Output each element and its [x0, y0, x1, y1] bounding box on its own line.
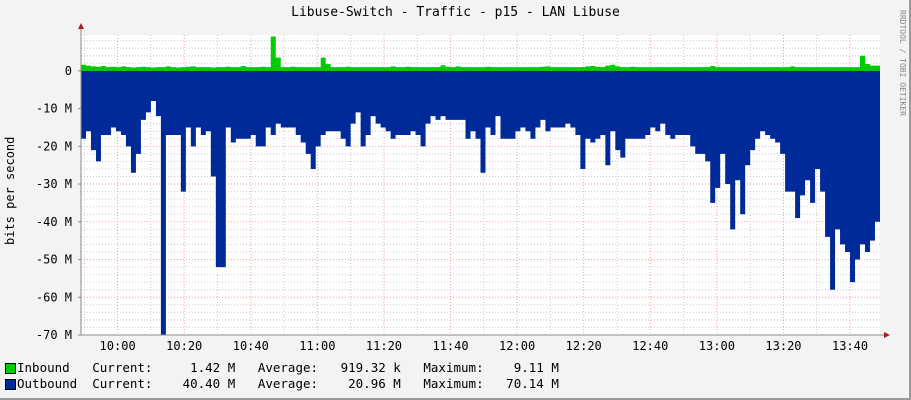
- y-tick-label: -60 M: [36, 290, 72, 304]
- x-tick-label: 11:40: [432, 339, 468, 353]
- x-axis-arrow-icon: [884, 332, 890, 338]
- y-tick-label: -40 M: [36, 215, 72, 229]
- x-tick-label: 13:20: [765, 339, 801, 353]
- y-tick-label: -30 M: [36, 177, 72, 191]
- x-tick-label: 11:20: [366, 339, 402, 353]
- y-axis-arrow-icon: [78, 23, 84, 29]
- outbound-swatch: [5, 379, 16, 390]
- y-tick-label: -10 M: [36, 102, 72, 116]
- legend-outbound: Outbound Current: 40.40 M Average: 20.96…: [5, 376, 559, 391]
- x-tick-label: 12:40: [632, 339, 668, 353]
- x-tick-label: 10:40: [233, 339, 269, 353]
- y-tick-label: -20 M: [36, 139, 72, 153]
- x-tick-label: 13:00: [699, 339, 735, 353]
- legend-outbound-text: Outbound Current: 40.40 M Average: 20.96…: [17, 376, 559, 391]
- y-tick-label: -50 M: [36, 253, 72, 267]
- chart-title: Libuse-Switch - Traffic - p15 - LAN Libu…: [291, 5, 620, 20]
- x-tick-label: 12:20: [566, 339, 602, 353]
- series-area-inbound: [81, 36, 880, 71]
- y-tick-label: -70 M: [36, 328, 72, 342]
- x-tick-label: 13:40: [832, 339, 868, 353]
- x-tick-label: 12:00: [499, 339, 535, 353]
- inbound-swatch: [5, 363, 16, 374]
- legend-inbound: Inbound Current: 1.42 M Average: 919.32 …: [5, 360, 559, 375]
- x-tick-label: 10:00: [100, 339, 136, 353]
- x-tick-label: 10:20: [166, 339, 202, 353]
- legend-inbound-text: Inbound Current: 1.42 M Average: 919.32 …: [17, 360, 559, 375]
- x-tick-label: 11:00: [299, 339, 335, 353]
- watermark: RRDTOOL / TOBI OETIKER: [898, 10, 907, 116]
- y-tick-label: 0: [65, 64, 72, 78]
- series-area-outbound: [81, 70, 880, 335]
